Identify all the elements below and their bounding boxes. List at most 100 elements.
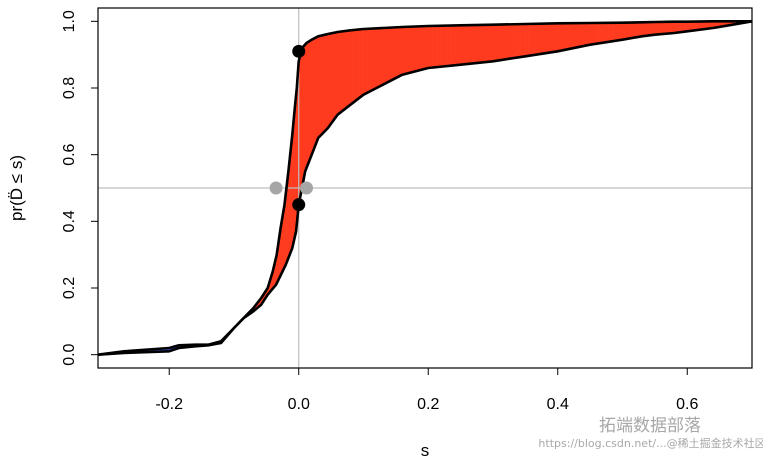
difference-stripe: [638, 22, 642, 37]
difference-stripe: [674, 21, 677, 33]
difference-stripe: [334, 32, 338, 118]
difference-stripe: [266, 287, 270, 295]
difference-stripe: [646, 22, 650, 36]
difference-stripe: [513, 24, 516, 59]
difference-stripe: [563, 23, 567, 50]
difference-stripe: [535, 23, 539, 55]
difference-stripe: [686, 21, 690, 32]
x-axis-title: s: [421, 441, 430, 460]
difference-stripe: [150, 349, 154, 352]
y-tick-label: 0.6: [61, 143, 78, 165]
difference-stripe: [523, 24, 526, 57]
difference-stripe: [291, 127, 295, 246]
difference-stripe: [155, 348, 159, 352]
difference-stripe: [427, 25, 431, 68]
difference-stripe: [264, 291, 267, 299]
difference-stripe: [384, 27, 388, 84]
difference-stripe: [648, 22, 652, 36]
difference-stripe: [515, 24, 519, 58]
difference-stripe: [452, 25, 456, 66]
difference-stripe: [425, 26, 428, 69]
x-tick-label: 0.0: [288, 396, 310, 413]
difference-stripe: [721, 21, 725, 27]
y-tick-label: 0.4: [61, 210, 78, 232]
difference-stripe: [734, 21, 738, 25]
difference-stripe: [347, 30, 350, 107]
difference-stripe: [472, 25, 476, 64]
difference-stripe: [402, 26, 406, 75]
difference-stripe: [656, 21, 660, 35]
difference-stripe: [417, 26, 421, 71]
difference-fill-layer: [108, 21, 748, 354]
difference-stripe: [450, 25, 453, 66]
difference-stripe: [352, 30, 355, 103]
difference-stripe: [601, 22, 604, 43]
difference-stripe: [173, 346, 177, 350]
difference-stripe: [296, 71, 300, 213]
difference-stripe: [492, 24, 496, 62]
difference-stripe: [482, 24, 486, 63]
difference-stripe: [304, 44, 308, 171]
difference-stripe: [326, 33, 330, 128]
difference-stripe: [555, 23, 559, 52]
difference-stripe: [658, 21, 662, 35]
difference-stripe: [666, 21, 670, 34]
difference-stripe: [324, 34, 328, 131]
difference-stripe: [663, 21, 667, 34]
difference-stripe: [583, 23, 587, 46]
difference-stripe: [467, 25, 471, 64]
difference-stripe: [364, 28, 368, 94]
difference-stripe: [518, 24, 521, 58]
difference-stripe: [560, 23, 564, 51]
difference-stripe: [319, 35, 323, 136]
difference-stripe: [269, 279, 272, 292]
difference-stripe: [714, 21, 718, 28]
difference-stripe: [475, 25, 479, 64]
difference-stripe: [508, 24, 511, 59]
difference-stripe: [422, 26, 426, 70]
ecdf-line-2: [97, 20, 753, 356]
difference-stripe: [394, 27, 398, 78]
difference-stripe: [679, 21, 682, 33]
difference-stripe: [359, 29, 363, 97]
difference-stripe: [497, 24, 501, 61]
difference-stripe: [616, 22, 619, 41]
marker-point-4: [300, 181, 314, 195]
difference-stripe: [419, 26, 423, 70]
difference-stripe: [437, 25, 441, 67]
difference-stripe: [505, 24, 509, 60]
difference-stripe: [258, 299, 262, 306]
difference-stripe: [550, 23, 554, 53]
difference-stripe: [653, 21, 657, 35]
difference-stripe: [447, 25, 451, 66]
difference-stripe: [684, 21, 687, 32]
y-tick-label: 1.0: [61, 10, 78, 32]
difference-stripe: [274, 260, 277, 286]
difference-stripe: [485, 24, 489, 62]
difference-stripe: [716, 21, 720, 28]
difference-stripe: [367, 28, 370, 93]
difference-stripe: [591, 22, 594, 45]
difference-stripe: [528, 23, 531, 56]
difference-stripe: [314, 37, 318, 145]
difference-stripe: [409, 26, 413, 73]
marker-point-1: [292, 44, 306, 58]
x-tick-label: 0.6: [676, 396, 698, 413]
difference-stripe: [362, 29, 365, 95]
difference-stripe: [279, 229, 282, 276]
difference-stripe: [465, 25, 469, 65]
difference-stripe: [165, 348, 169, 352]
difference-stripe: [160, 348, 164, 352]
difference-stripe: [357, 29, 360, 99]
difference-stripe: [374, 28, 378, 89]
difference-stripe: [701, 21, 705, 30]
difference-stripe: [543, 23, 547, 54]
x-tick-label: 0.2: [417, 396, 439, 413]
difference-stripe: [271, 271, 275, 289]
difference-stripe: [414, 26, 418, 72]
difference-stripe: [442, 25, 446, 67]
difference-stripe: [596, 22, 599, 44]
watermark-line2: https://blog.csdn.net/...@稀土掘金技术社区: [538, 436, 763, 450]
difference-stripe: [611, 22, 614, 42]
